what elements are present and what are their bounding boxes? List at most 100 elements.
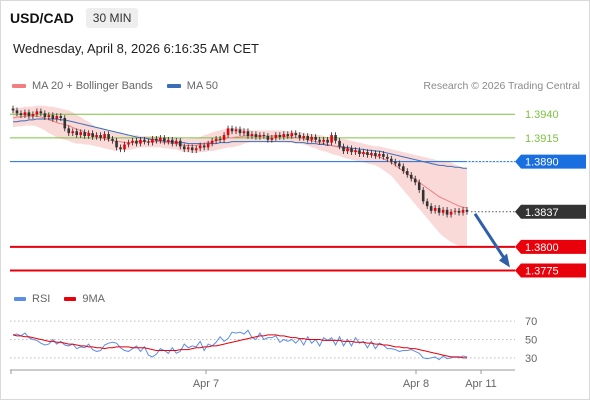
candle-body [417, 182, 421, 190]
legend-item-9ma: 9MA [64, 293, 105, 305]
candle-body [27, 112, 31, 117]
candle-body [214, 138, 218, 141]
candle-body [23, 112, 27, 116]
candle-body [163, 137, 166, 142]
timestamp: Wednesday, April 8, 2026 6:16:35 AM CET [13, 41, 259, 56]
ma50-swatch [166, 84, 181, 88]
candle-body [67, 128, 71, 134]
legend-label-9ma: 9MA [82, 293, 105, 305]
level-label-resistance: 1.3940 [525, 109, 559, 121]
candle-body [174, 140, 178, 144]
rsi-tick-label: 30 [525, 353, 537, 365]
candle-body [374, 153, 377, 156]
candle-body [167, 139, 170, 142]
candle-body [461, 209, 465, 213]
9ma-swatch [64, 297, 77, 301]
candle-body [63, 118, 67, 129]
legend-item-ma50: MA 50 [166, 80, 218, 92]
candle-body [218, 138, 222, 140]
level-tag-support [515, 239, 586, 254]
candle-body [79, 132, 83, 136]
candle-body [457, 210, 461, 213]
candle-body [314, 136, 317, 140]
candle-body [210, 140, 214, 144]
instrument-title: USD/CAD [10, 10, 74, 26]
candle-body [413, 178, 417, 183]
level-tag-pivot [515, 154, 586, 169]
x-tick-label: Apr 7 [193, 378, 219, 390]
candle-body [346, 148, 349, 152]
legend-item-bollinger: MA 20 + Bollinger Bands [12, 80, 153, 92]
candle-body [139, 139, 142, 144]
legend-label-ma50: MA 50 [186, 80, 218, 92]
candle-body [334, 135, 337, 141]
candle-body [43, 113, 47, 118]
candle-body [51, 115, 55, 119]
candle-body [453, 210, 457, 212]
candle-body [302, 136, 306, 138]
candle-body [71, 131, 75, 134]
candle-body [147, 141, 150, 143]
candle-body [95, 135, 98, 137]
rsi-ma-line [12, 334, 467, 359]
candle-body [35, 111, 39, 115]
level-label-current: 1.3837 [525, 207, 559, 219]
candle-body [198, 145, 202, 149]
candle-body [115, 140, 118, 148]
candle-body [190, 147, 194, 151]
candle-body [378, 154, 381, 156]
candle-body [238, 129, 242, 134]
candle-body [386, 156, 389, 159]
candle-body [111, 138, 114, 141]
candle-body [409, 174, 413, 179]
candle-body [394, 161, 397, 164]
candle-body [226, 128, 230, 136]
level-label-resistance: 1.3915 [525, 133, 559, 145]
candle-body [306, 136, 310, 140]
candle-body [59, 116, 63, 118]
candle-body [119, 147, 122, 150]
rsi-legend: RSI 9MA [14, 293, 119, 305]
candle-body [258, 135, 262, 137]
candle-body [39, 111, 43, 114]
candle-body [354, 150, 357, 153]
candle-body [429, 206, 433, 211]
legend-label-bollinger: MA 20 + Bollinger Bands [32, 80, 153, 92]
price-legend: MA 20 + Bollinger Bands MA 50 [12, 80, 232, 92]
candle-body [270, 137, 274, 140]
research-credit: Research © 2026 Trading Central [423, 80, 580, 92]
forecast-arrowhead [499, 253, 510, 268]
candle-body [266, 136, 270, 140]
candle-body [362, 152, 365, 154]
candle-body [262, 135, 266, 137]
rsi-line [12, 329, 468, 361]
candle-body [286, 134, 290, 136]
candle-body [87, 133, 90, 136]
candle-body [401, 166, 405, 172]
level-label-support: 1.3775 [525, 266, 559, 278]
candle-body [170, 139, 174, 144]
candle-body [194, 148, 198, 151]
candle-body [370, 153, 373, 155]
candle-body [91, 133, 94, 137]
rsi-tick-label: 50 [525, 335, 537, 347]
candle-body [31, 114, 35, 117]
candle-body [242, 131, 246, 134]
candle-body [135, 140, 138, 144]
candle-body [322, 139, 325, 142]
candle-body [159, 137, 162, 141]
candle-body [294, 133, 298, 136]
candle-body [222, 135, 226, 140]
candle-body [318, 139, 321, 142]
candle-body [330, 135, 333, 143]
timeframe-badge[interactable]: 30 MIN [85, 8, 139, 28]
candle-body [47, 115, 51, 118]
candle-body [178, 140, 182, 147]
candle-body [433, 208, 437, 211]
candles-group [11, 105, 469, 218]
candle-body [246, 131, 250, 136]
x-tick-label: Apr 11 [465, 378, 497, 390]
candle-body [15, 110, 19, 114]
candle-body [342, 146, 345, 152]
candle-body [55, 116, 59, 119]
